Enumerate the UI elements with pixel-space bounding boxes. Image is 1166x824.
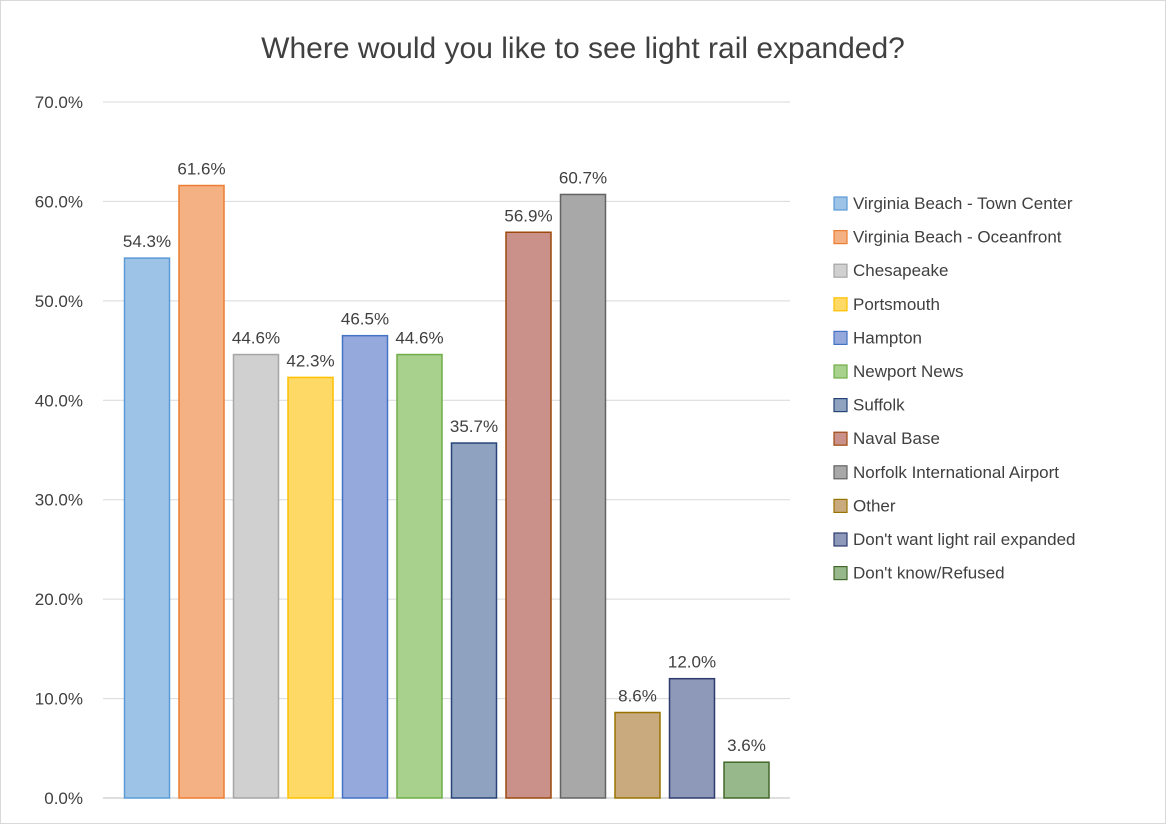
legend-label: Don't know/Refused [853,564,1005,583]
legend-label: Suffolk [853,396,905,415]
data-label: 61.6% [177,160,225,179]
data-label: 42.3% [286,351,334,370]
legend-label: Other [853,496,896,515]
legend-item: Chesapeake [833,261,948,280]
y-axis: 0.0% 10.0% 20.0% 30.0% 40.0% 50.0% 60.0% 70.0% [35,93,83,808]
bar [668,677,716,799]
bar [396,353,443,799]
legend-swatch [833,431,848,446]
legend-swatch [833,465,848,480]
legend-item: Naval Base [833,429,940,448]
bar [505,231,552,799]
legend-swatch [833,230,848,245]
legend-item: Norfolk International Airport [833,463,1059,482]
y-tick-label: 70.0% [35,93,83,112]
legend-label: Virginia Beach - Oceanfront [853,228,1062,247]
legend-label: Chesapeake [853,261,948,280]
legend-label: Virginia Beach - Town Center [853,194,1073,213]
y-tick-label: 10.0% [35,690,83,709]
data-label: 8.6% [618,686,657,705]
data-label: 60.7% [559,168,607,187]
data-labels: 54.3% 61.6% 44.6% 42.3% 46.5% 44.6% 35.7% 56.9%… [123,160,766,756]
legend-item: Newport News [833,362,964,381]
legend-item: Other [833,496,896,515]
legend-item: Suffolk [833,396,905,415]
legend-swatch [833,398,848,413]
y-tick-label: 60.0% [35,192,83,211]
legend-item: Don't know/Refused [833,564,1005,583]
bar [287,376,334,799]
bar [178,184,225,799]
legend: Virginia Beach - Town Center Virginia Bea… [833,194,1076,583]
bar [559,193,607,799]
data-label: 35.7% [450,417,498,436]
legend-label: Don't want light rail expanded [853,530,1076,549]
legend-swatch [833,364,848,379]
legend-label: Naval Base [853,429,940,448]
legend-item: Portsmouth [833,295,940,314]
data-label: 44.6% [395,329,443,348]
y-tick-label: 30.0% [35,491,83,510]
y-tick-label: 20.0% [35,590,83,609]
data-label: 44.6% [232,329,280,348]
legend-swatch [833,297,848,312]
bar [450,442,498,799]
legend-item: Don't want light rail expanded [833,530,1076,549]
legend-swatch [833,498,848,513]
data-label: 54.3% [123,232,171,251]
legend-swatch [833,330,848,345]
bar [614,711,661,799]
legend-swatch [833,196,848,211]
legend-label: Hampton [853,328,922,347]
legend-swatch [833,565,848,581]
y-tick-label: 40.0% [35,391,83,410]
data-label: 12.0% [668,653,716,672]
bar [723,761,770,799]
legend-label: Portsmouth [853,295,940,314]
bar [123,257,171,799]
legend-swatch [833,532,848,547]
legend-item: Virginia Beach - Town Center [833,194,1073,213]
data-label: 56.9% [504,206,552,225]
y-tick-label: 50.0% [35,292,83,311]
legend-swatch [833,263,848,278]
legend-item: Virginia Beach - Oceanfront [833,228,1062,247]
legend-item: Hampton [833,328,922,347]
y-tick-label: 0.0% [44,789,83,808]
bar [341,334,389,799]
legend-label: Norfolk International Airport [853,463,1059,482]
legend-label: Newport News [853,362,964,381]
bars [123,184,770,799]
data-label: 3.6% [727,736,766,755]
data-label: 46.5% [341,310,389,329]
bar [232,353,280,799]
chart-title: Where would you like to see light rail e… [261,32,905,65]
